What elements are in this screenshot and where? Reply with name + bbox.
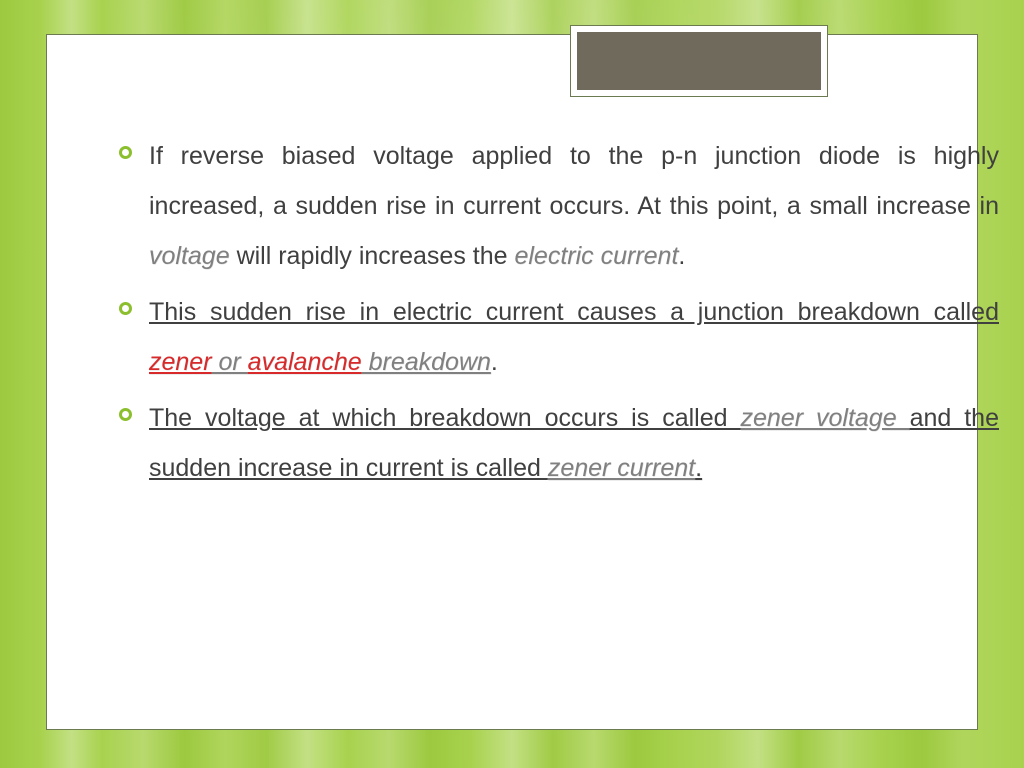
text-segment: electric current xyxy=(514,242,678,270)
bullet-icon xyxy=(119,146,132,159)
list-item: This sudden rise in electric current cau… xyxy=(119,287,999,387)
text-segment: zener xyxy=(149,348,212,376)
bullet-icon xyxy=(119,302,132,315)
text-segment: breakdown xyxy=(362,348,491,376)
text-segment: . xyxy=(678,242,685,270)
text-segment: or xyxy=(212,348,248,376)
title-tab-frame xyxy=(570,25,828,97)
text-segment: voltage xyxy=(149,242,230,270)
content-card: If reverse biased voltage applied to the… xyxy=(46,34,978,730)
bullet-icon xyxy=(119,408,132,421)
list-item: The voltage at which breakdown occurs is… xyxy=(119,393,999,493)
text-segment: zener current xyxy=(548,454,695,482)
text-segment: . xyxy=(491,348,498,376)
text-segment: . xyxy=(695,454,702,482)
text-segment: This sudden rise in electric current cau… xyxy=(149,298,999,326)
text-segment: If reverse biased voltage applied to the… xyxy=(149,142,999,220)
text-segment: avalanche xyxy=(248,348,362,376)
text-segment: zener voltage xyxy=(740,404,909,432)
bullet-list: If reverse biased voltage applied to the… xyxy=(119,131,999,499)
text-segment: will rapidly increases the xyxy=(230,242,515,270)
list-item: If reverse biased voltage applied to the… xyxy=(119,131,999,281)
text-segment: The voltage at which breakdown occurs is… xyxy=(149,404,740,432)
title-tab-fill xyxy=(577,32,821,90)
